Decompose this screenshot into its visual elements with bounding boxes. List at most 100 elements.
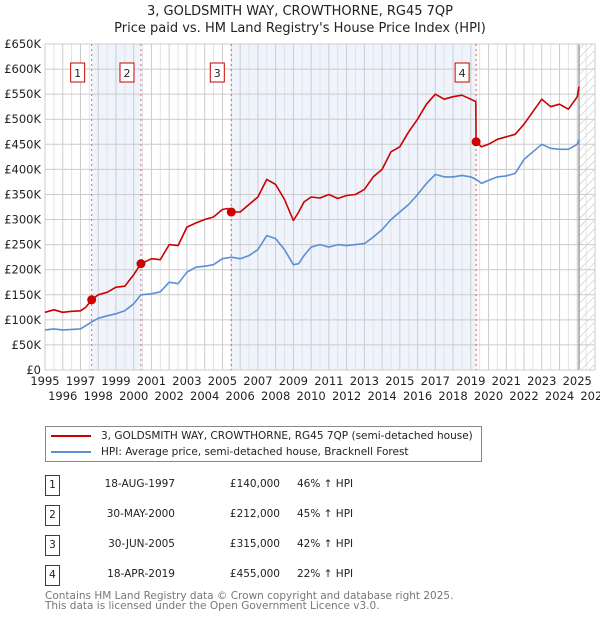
sale-label-number: 3	[214, 67, 221, 80]
transaction-row: 3 30-JUN-2005 £315,000 42% ↑ HPI	[45, 535, 495, 556]
transaction-date: 18-AUG-1997	[104, 478, 175, 490]
transaction-number: 3	[45, 535, 60, 556]
x-tick-label: 2024	[545, 389, 574, 403]
y-tick-label: £300K	[4, 213, 41, 227]
x-tick-label: 2026	[580, 389, 600, 403]
y-tick-label: £550K	[4, 87, 41, 101]
legend-item-hpi: HPI: Average price, semi-detached house,…	[51, 444, 409, 460]
x-tick-label: 2003	[172, 374, 201, 388]
sale-point	[136, 259, 146, 269]
transaction-price: £212,000	[229, 508, 280, 520]
legend-swatch-hpi	[51, 451, 91, 453]
sale-point	[471, 137, 481, 147]
transaction-hpi: 45% ↑ HPI	[297, 508, 354, 520]
transaction-hpi: 42% ↑ HPI	[297, 538, 354, 550]
footer-line-2: This data is licensed under the Open Gov…	[45, 600, 380, 612]
y-tick-label: £500K	[4, 112, 41, 126]
legend-swatch-property	[51, 435, 91, 437]
x-tick-label: 2000	[119, 389, 148, 403]
x-tick-label: 2016	[403, 389, 432, 403]
x-tick-label: 2013	[350, 374, 379, 388]
x-tick-label: 2015	[385, 374, 414, 388]
x-tick-label: 2005	[208, 374, 237, 388]
x-tick-label: 2008	[261, 389, 290, 403]
legend-label-property: 3, GOLDSMITH WAY, CROWTHORNE, RG45 7QP (…	[101, 430, 473, 442]
footer-line-1: Contains HM Land Registry data © Crown c…	[45, 590, 454, 602]
x-tick-label: 2007	[243, 374, 272, 388]
transaction-hpi: 22% ↑ HPI	[297, 568, 354, 580]
y-tick-label: £150K	[4, 288, 41, 302]
sale-label-box: 2	[119, 62, 135, 83]
transaction-number: 2	[45, 505, 60, 526]
x-tick-label: 2019	[456, 374, 485, 388]
series-line-hpi	[44, 139, 580, 331]
sale-label-box: 3	[209, 62, 225, 83]
footer: Contains HM Land Registry data © Crown c…	[45, 590, 454, 612]
x-tick-label: 1998	[84, 389, 113, 403]
y-tick-label: £600K	[4, 62, 41, 76]
y-tick-label: £0	[26, 363, 41, 377]
sale-label-number: 2	[123, 67, 130, 80]
transaction-date: 30-JUN-2005	[108, 538, 175, 550]
sale-point	[87, 295, 97, 305]
x-tick-label: 2002	[155, 389, 184, 403]
x-tick-label: 2023	[527, 374, 556, 388]
transaction-price: £140,000	[229, 478, 280, 490]
y-tick-label: £650K	[4, 37, 41, 51]
sale-point	[226, 207, 236, 217]
transaction-price: £315,000	[229, 538, 280, 550]
x-tick-label: 2021	[492, 374, 521, 388]
sale-label-number: 1	[74, 67, 81, 80]
transaction-row: 2 30-MAY-2000 £212,000 45% ↑ HPI	[45, 505, 495, 526]
transaction-hpi: 46% ↑ HPI	[297, 478, 354, 490]
y-tick-label: £450K	[4, 137, 41, 151]
x-tick-label: 2014	[367, 389, 396, 403]
transaction-row: 1 18-AUG-1997 £140,000 46% ↑ HPI	[45, 475, 495, 496]
y-tick-label: £100K	[4, 313, 41, 327]
x-tick-label: 1995	[30, 374, 59, 388]
x-tick-label: 2004	[190, 389, 219, 403]
legend-item-property: 3, GOLDSMITH WAY, CROWTHORNE, RG45 7QP (…	[51, 428, 473, 444]
x-tick-label: 1999	[101, 374, 130, 388]
x-tick-label: 2022	[509, 389, 538, 403]
forecast-hatch-region	[579, 44, 595, 370]
sale-label-border	[119, 62, 135, 83]
title-line-1: 3, GOLDSMITH WAY, CROWTHORNE, RG45 7QP	[147, 4, 453, 19]
sale-label-border	[70, 62, 86, 83]
sale-label-number: 4	[459, 67, 466, 80]
sale-label-border	[454, 62, 470, 83]
transaction-date: 18-APR-2019	[107, 568, 175, 580]
transaction-price: £455,000	[229, 568, 280, 580]
title-line-2: Price paid vs. HM Land Registry's House …	[114, 21, 486, 36]
y-tick-label: £400K	[4, 162, 41, 176]
legend: 3, GOLDSMITH WAY, CROWTHORNE, RG45 7QP (…	[45, 426, 482, 462]
y-tick-label: £50K	[12, 338, 42, 352]
transaction-number: 4	[45, 565, 60, 586]
price-chart: 1995199619971998199920002001200220032004…	[4, 37, 600, 403]
x-tick-label: 2025	[563, 374, 592, 388]
x-tick-label: 1997	[66, 374, 95, 388]
chart-title: 3, GOLDSMITH WAY, CROWTHORNE, RG45 7QP P…	[0, 3, 600, 37]
y-tick-label: £350K	[4, 187, 41, 201]
plot-border	[44, 43, 596, 371]
x-tick-label: 1996	[48, 389, 77, 403]
shaded-period	[231, 44, 477, 370]
y-tick-label: £250K	[4, 238, 41, 252]
sale-label-box: 1	[70, 62, 86, 83]
transaction-date: 30-MAY-2000	[106, 508, 175, 520]
x-tick-label: 2018	[438, 389, 467, 403]
x-tick-label: 2020	[474, 389, 503, 403]
sale-label-box: 4	[454, 62, 470, 83]
transaction-row: 4 18-APR-2019 £455,000 22% ↑ HPI	[45, 565, 495, 586]
x-tick-label: 2009	[279, 374, 308, 388]
sale-label-border	[209, 62, 225, 83]
x-tick-label: 2006	[226, 389, 255, 403]
y-tick-label: £200K	[4, 263, 41, 277]
x-tick-label: 2012	[332, 389, 361, 403]
x-tick-label: 2017	[421, 374, 450, 388]
x-tick-label: 2001	[137, 374, 166, 388]
x-tick-label: 2010	[296, 389, 325, 403]
transaction-number: 1	[45, 475, 60, 496]
legend-label-hpi: HPI: Average price, semi-detached house,…	[101, 446, 409, 458]
